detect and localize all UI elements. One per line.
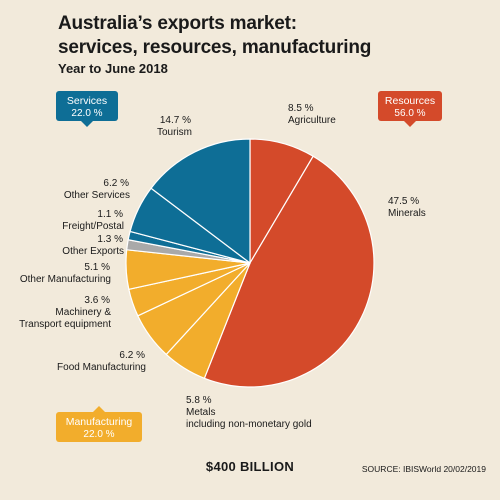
slice-label-name: Metals: [186, 407, 215, 418]
chart-title-line-2: services, resources, manufacturing: [58, 37, 372, 58]
slice-label-pct: 3.6 %: [84, 295, 110, 306]
source-note: SOURCE: IBISWorld 20/02/2019: [361, 464, 486, 474]
slice-label-8: 6.2 %Other Services: [64, 178, 130, 201]
slice-label-3: 6.2 %Food Manufacturing: [57, 350, 146, 373]
slice-label-name: Food Manufacturing: [57, 362, 146, 373]
slice-label-name: Other Exports: [62, 246, 124, 257]
total-value: $400 BILLION: [205, 459, 295, 474]
slice-label-pct: 1.1 %: [97, 209, 123, 220]
slice-label-pct: 14.7 %: [160, 115, 191, 126]
slice-label-7: 1.1 %Freight/Postal: [62, 209, 124, 232]
slice-label-name: Other Manufacturing: [20, 274, 111, 285]
slice-label-pct: 1.3 %: [97, 234, 123, 245]
slice-label-pct: 8.5 %: [288, 103, 314, 114]
slice-label-name: Other Services: [64, 190, 130, 201]
slice-label-6: 1.3 %Other Exports: [62, 234, 124, 257]
pie-slice-minerals: [203, 155, 375, 388]
slice-label-name: Transport equipment: [19, 319, 111, 330]
slice-label-name: Minerals: [388, 208, 426, 219]
callout-title: Services: [67, 95, 107, 107]
slice-label-pct: 47.5 %: [388, 196, 419, 207]
slice-label-pct: 5.8 %: [186, 395, 212, 406]
slice-label-name: Freight/Postal: [62, 221, 124, 232]
slice-label-5: 5.1 %Other Manufacturing: [20, 262, 111, 285]
callout-pct: 56.0 %: [394, 108, 425, 119]
callout-box: [56, 91, 118, 121]
callout-title: Resources: [385, 95, 435, 107]
callout-pointer: [93, 406, 105, 412]
chart-title-line-1: Australia’s exports market:: [58, 13, 297, 34]
chart-title-block: Australia’s exports market: services, re…: [58, 12, 371, 77]
callout-pct: 22.0 %: [83, 429, 114, 440]
slice-label-pct: 6.2 %: [119, 350, 145, 361]
slice-label-name: Tourism: [157, 127, 192, 138]
slice-label-0: 8.5 %Agriculture: [288, 103, 336, 126]
slice-label-pct: 6.2 %: [103, 178, 129, 189]
callout-box: [378, 91, 442, 121]
callout-box: [56, 412, 142, 442]
slice-label-name: Agriculture: [288, 115, 336, 126]
slice-label-9: 14.7 %Tourism: [157, 115, 192, 138]
chart-subtitle: Year to June 2018: [58, 61, 168, 76]
pie-slice-tourism: [150, 138, 251, 265]
slice-label-name: including non-monetary gold: [186, 419, 312, 430]
slice-label-name: Machinery &: [55, 307, 111, 318]
callout-pointer: [81, 121, 93, 127]
callout-pointer: [404, 121, 416, 127]
slice-label-4: 3.6 %Machinery &Transport equipment: [19, 295, 111, 330]
callout-pct: 22.0 %: [71, 108, 102, 119]
slice-label-pct: 5.1 %: [84, 262, 110, 273]
slice-label-1: 47.5 %Minerals: [388, 196, 426, 219]
callout-title: Manufacturing: [66, 416, 133, 428]
